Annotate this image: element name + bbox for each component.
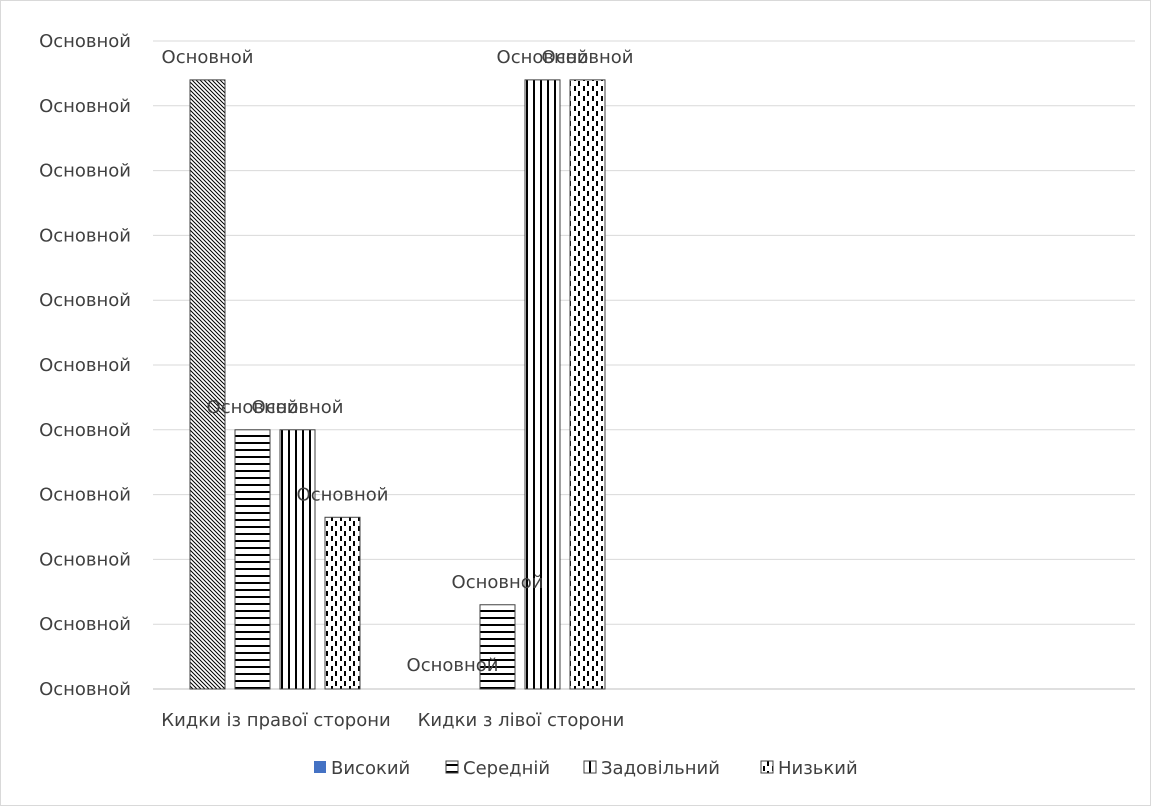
data-label: Основной xyxy=(407,655,499,676)
data-label: Основной xyxy=(497,47,589,68)
legend-swatch xyxy=(445,760,459,774)
bar-dashed xyxy=(569,79,606,690)
bar-vertical xyxy=(524,79,561,690)
x-axis-categories: Кидки із правої сторони Кидки з лівої сто… xyxy=(161,710,624,731)
bar-horizontal xyxy=(234,429,271,690)
data-label: Основной xyxy=(452,572,544,593)
bar-vertical xyxy=(279,429,316,690)
bar-diagonal xyxy=(189,79,226,690)
legend-label: Високий xyxy=(331,758,410,779)
bar-dashed xyxy=(324,516,361,690)
legend-swatch xyxy=(583,760,597,774)
legend-label: Низький xyxy=(778,758,858,779)
legend-swatch xyxy=(760,760,774,774)
y-tick-label: Основной xyxy=(39,679,131,700)
data-labels: ОсновнойОсновнойОсновнойОсновнойОсновной… xyxy=(162,47,634,676)
data-label: Основной xyxy=(252,397,344,418)
category-label: Кидки з лівої сторони xyxy=(418,710,625,731)
y-tick-label: Основной xyxy=(39,96,131,117)
data-label: Основной xyxy=(542,47,634,68)
bar-horizontal xyxy=(479,604,516,690)
legend: Високий Середній Задовільний Низький xyxy=(314,758,858,779)
bars xyxy=(189,79,606,690)
y-tick-label: Основной xyxy=(39,420,131,441)
y-tick-label: Основной xyxy=(39,290,131,311)
data-label: Основной xyxy=(207,397,299,418)
data-label: Основной xyxy=(162,47,254,68)
data-label: Основной xyxy=(297,484,389,505)
y-tick-label: Основной xyxy=(39,485,131,506)
gridlines xyxy=(153,40,1135,690)
legend-label: Задовільний xyxy=(601,758,720,779)
legend-label: Середній xyxy=(463,758,550,779)
category-label: Кидки із правої сторони xyxy=(161,710,390,731)
y-axis-ticks: Основной Основной Основной Основной Основной… xyxy=(39,31,131,700)
y-tick-label: Основной xyxy=(39,614,131,635)
y-tick-label: Основной xyxy=(39,31,131,52)
y-tick-label: Основной xyxy=(39,225,131,246)
legend-swatch xyxy=(314,761,326,773)
y-tick-label: Основной xyxy=(39,355,131,376)
y-tick-label: Основной xyxy=(39,549,131,570)
y-tick-label: Основной xyxy=(39,161,131,182)
